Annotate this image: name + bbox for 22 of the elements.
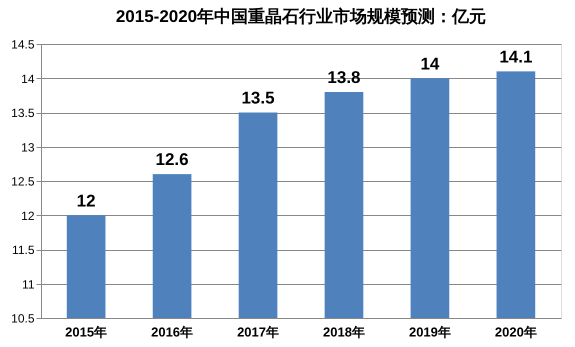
data-label: 12 <box>76 191 96 210</box>
data-label: 14.1 <box>499 47 532 66</box>
chart-title: 2015-2020年中国重晶石行业市场规模预测：亿元 <box>116 7 486 26</box>
data-label: 13.8 <box>327 68 361 87</box>
data-label: 13.5 <box>241 88 275 108</box>
y-tick-label: 12 <box>21 208 35 223</box>
x-tick-label: 2020年 <box>494 324 537 340</box>
x-tick-label: 2017年 <box>237 324 279 340</box>
y-tick-label: 14 <box>21 72 35 86</box>
y-tick-label: 12.5 <box>11 174 35 188</box>
x-tick-label: 2018年 <box>323 324 365 340</box>
x-tick-label: 2016年 <box>151 324 194 340</box>
data-label: 12.6 <box>156 150 189 170</box>
y-tick-label: 11.5 <box>12 243 35 257</box>
y-tick-label: 11 <box>22 277 35 292</box>
data-label: 14 <box>420 54 440 74</box>
x-tick-label: 2019年 <box>408 324 451 340</box>
y-tick-label: 14.5 <box>11 38 35 52</box>
y-tick-label: 13 <box>21 140 35 154</box>
y-tick-label: 13.5 <box>11 106 35 120</box>
x-tick-label: 2015年 <box>65 324 108 340</box>
y-tick-label: 10.5 <box>11 312 35 326</box>
